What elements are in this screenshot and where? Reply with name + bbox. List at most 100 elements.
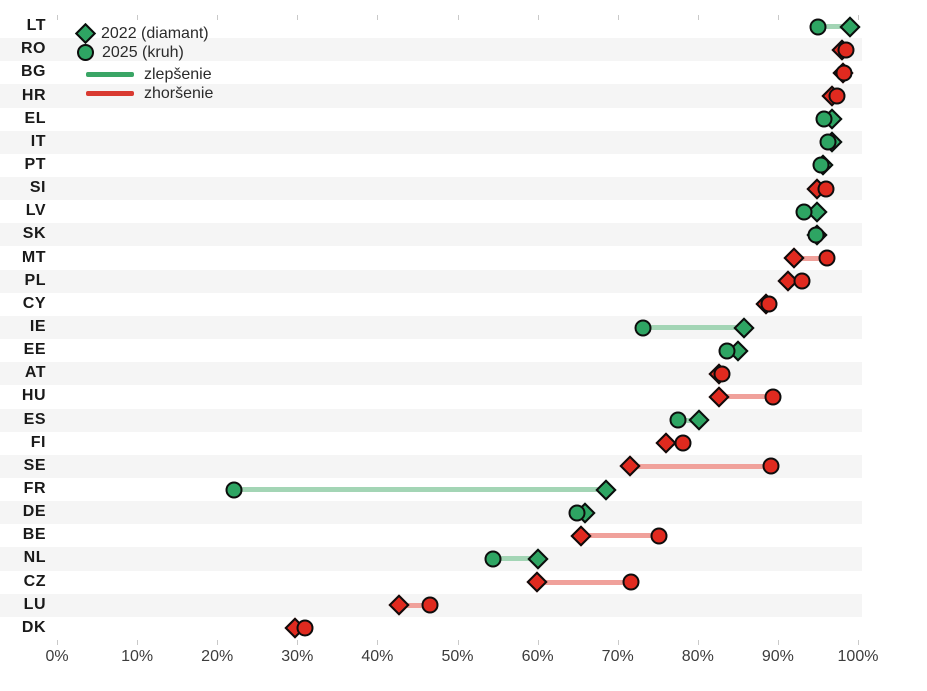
y-axis-label-nl: NL (23, 549, 46, 567)
y-axis-label-cy: CY (22, 294, 46, 312)
circle-2025-marker-be (650, 527, 668, 545)
row-band (0, 385, 862, 409)
top-tick (377, 15, 379, 20)
row-band (0, 269, 862, 293)
row-band (0, 107, 862, 131)
legend-label-2025: 2025 (kruh) (102, 43, 184, 61)
row-band (0, 153, 862, 178)
worsening-line-se (629, 463, 772, 469)
row-band (0, 177, 862, 201)
circle-2025-marker-cy (760, 295, 778, 313)
x-tick-label: 70% (601, 648, 634, 665)
circle-2025-marker-pl (793, 272, 811, 290)
circle-2025-marker-hu (764, 388, 782, 406)
y-axis-label-fr: FR (23, 480, 46, 498)
x-tick-label: 100% (837, 648, 879, 665)
legend: 2022 (diamant) 2025 (kruh) zlepšenie zho… (74, 22, 214, 103)
circle-2025-marker-dk (296, 619, 314, 637)
x-tick-label: 80% (681, 648, 714, 665)
worsening-line-icon (86, 91, 134, 96)
top-tick (617, 15, 619, 20)
top-tick (297, 15, 299, 20)
y-axis-label-hr: HR (21, 86, 46, 104)
circle-2025-marker-ro (837, 41, 855, 59)
circle-2025-marker-si (817, 180, 835, 198)
top-tick (57, 15, 58, 20)
y-axis-label-ee: EE (23, 341, 46, 359)
top-tick (537, 15, 539, 20)
plot-area: LT RO BG HR EL IT PT SI LV SK MT PL CY IE EE AT HU ES FI SE… (0, 15, 862, 640)
y-axis-label-si: SI (29, 179, 46, 197)
worsening-line-lu (399, 602, 431, 608)
improvement-line-lt (817, 24, 850, 30)
bottom-tick (377, 640, 379, 645)
legend-label-improvement: zlepšenie (144, 65, 212, 83)
y-axis-label-pl: PL (24, 271, 46, 289)
y-axis-label-hu: HU (21, 387, 46, 405)
circle-2025-marker-it (819, 133, 837, 151)
row-band (0, 15, 862, 39)
y-axis-label-pt: PT (24, 155, 46, 173)
row-band (0, 200, 862, 224)
bottom-tick (617, 640, 619, 645)
circle-2025-marker-lt (809, 18, 827, 36)
worsening-line-hu (718, 394, 774, 400)
circle-2025-marker-lu (421, 596, 439, 614)
y-axis-label-ro: RO (21, 40, 46, 58)
circle-2025-marker-de (568, 504, 586, 522)
circle-2025-icon (77, 44, 94, 61)
y-axis-label-de: DE (22, 503, 46, 521)
y-axis-label-ie: IE (29, 318, 46, 335)
circle-2025-marker-se (762, 457, 780, 475)
legend-label-2022: 2022 (diamant) (101, 24, 209, 42)
bottom-tick (297, 640, 299, 645)
circle-2025-marker-nl (484, 550, 502, 568)
bottom-tick (57, 640, 58, 645)
circle-2025-marker-lv (795, 203, 813, 221)
y-axis-label-sk: SK (22, 225, 46, 243)
row-band (0, 408, 862, 432)
circle-2025-marker-el (815, 110, 833, 128)
row-band (0, 616, 862, 640)
circle-2025-marker-es (669, 411, 687, 429)
circle-2025-marker-ee (718, 342, 736, 360)
top-tick (457, 15, 459, 20)
row-band (0, 61, 862, 85)
top-tick (217, 15, 219, 20)
row-band (0, 362, 862, 386)
circle-2025-marker-fi (674, 434, 692, 452)
x-tick-label: 60% (521, 648, 554, 665)
worsening-line-be (580, 533, 659, 539)
circle-2025-marker-hr (828, 87, 846, 105)
top-tick (858, 15, 859, 20)
row-band (0, 524, 862, 548)
x-tick-label: 10% (121, 648, 154, 665)
circle-2025-marker-pt (812, 156, 830, 174)
y-axis-label-el: EL (24, 109, 46, 127)
y-axis-label-dk: DK (21, 618, 46, 636)
x-tick-label: 20% (201, 648, 234, 665)
worsening-line-mt (793, 255, 827, 261)
x-tick-label: 40% (361, 648, 394, 665)
legend-item-2025: 2025 (kruh) (74, 43, 213, 62)
improvement-line-fr (234, 487, 606, 493)
y-axis-label-se: SE (23, 456, 46, 474)
circle-2025-marker-fr (225, 481, 243, 499)
legend-label-worsening: zhoršenie (144, 84, 214, 102)
y-axis-label-lu: LU (23, 595, 46, 613)
row-band (0, 339, 862, 363)
row-band (0, 38, 862, 62)
row-band (0, 547, 862, 571)
bottom-tick (697, 640, 699, 645)
circle-2025-marker-sk (807, 226, 825, 244)
y-axis-label-be: BE (22, 526, 46, 544)
x-tick-label: 30% (281, 648, 314, 665)
y-axis-label-mt: MT (21, 248, 46, 266)
x-tick-label: 0% (45, 648, 69, 665)
row-band (0, 454, 862, 478)
row-band (0, 246, 862, 270)
top-tick (137, 15, 139, 20)
y-axis-label-fi: FI (30, 433, 46, 451)
x-tick-label: 50% (441, 648, 474, 665)
y-axis-label-at: AT (24, 364, 46, 382)
